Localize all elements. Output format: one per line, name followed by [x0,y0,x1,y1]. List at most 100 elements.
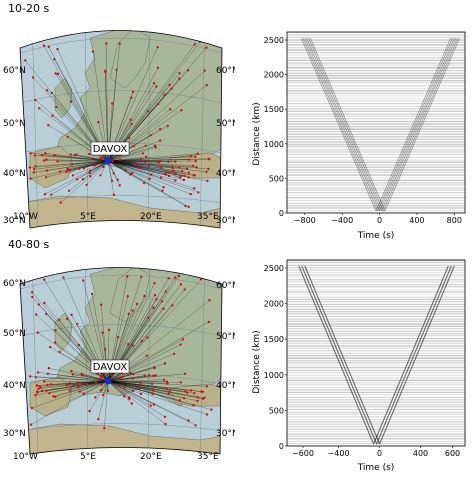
station-dot [153,82,155,84]
station-dot [143,182,145,184]
station-dot [46,169,48,171]
station-dot [152,375,154,377]
station-dot [70,314,72,316]
station-dot [174,160,176,162]
station-map-top: DAVOX 60°N 50°N 40°N 30°N 60°N 50°N 40°N… [0,18,235,230]
station-dot [54,396,56,398]
station-dot [151,383,153,385]
lat-label-right-50: 50°N [216,332,235,342]
station-dot [186,168,188,170]
station-dot [71,163,73,165]
station-dot [38,107,40,109]
station-dot [132,344,134,346]
station-dot [178,72,180,74]
station-dot [168,390,170,392]
station-dot [50,194,52,196]
station-dot [164,362,166,364]
x-tick-label: 400 [409,216,424,225]
station-dot [130,97,132,99]
station-dot [153,366,155,368]
xlabel-bottom: Time (s) [357,463,395,473]
station-dot [43,45,45,47]
station-dot [184,288,186,290]
y-tick-label: 2500 [264,36,284,45]
station-dot [196,400,198,402]
station-dot [164,416,166,418]
station-dot [33,171,35,173]
x-tick-label: −400 [328,449,350,458]
y-tick-label: 1000 [264,140,284,149]
station-dot [132,373,134,375]
station-dot [69,169,71,171]
station-dot [197,191,199,193]
station-dot [148,374,150,376]
station-dot [174,172,176,174]
station-dot [132,91,134,93]
station-dot [167,125,169,127]
station-dot [155,146,157,148]
station-dot [162,308,164,310]
station-dot [154,294,156,296]
station-dot [85,184,87,186]
x-tick-label: 600 [445,449,460,458]
station-dot [45,313,47,315]
station-dot [132,377,134,379]
station-dot [152,393,154,395]
station-dot [115,69,117,71]
station-dot [79,390,81,392]
traces-top [287,33,465,212]
station-dot [45,176,47,178]
station-dot [72,174,74,176]
lat-label-left-60: 60°N [3,279,26,289]
station-dot [156,46,158,48]
station-dot [70,100,72,102]
station-dot [119,42,121,44]
station-dot [41,390,43,392]
station-dot [152,389,154,391]
station-dot [167,171,169,173]
station-dot [67,136,69,138]
station-dot [34,154,36,156]
station-dot [58,351,60,353]
station-dot [34,99,36,101]
station-dot [51,115,53,117]
station-dot [24,59,26,61]
station-dot [146,336,148,338]
station-dot [118,377,120,379]
station-dot [181,170,183,172]
y-tick-label: 0 [279,442,284,451]
land-turkey [170,384,222,406]
station-dot [29,375,31,377]
station-dot [128,313,130,315]
station-dot [182,338,184,340]
station-map-bottom: DAVOX 60°N 50°N 40°N 30°N 60°N 50°N 40°N… [0,256,235,456]
lon-label-10w-bottom: 10°W [13,452,38,462]
station-dot [47,124,49,126]
station-dot [50,383,52,385]
station-dot [166,388,168,390]
x-tick-label: 0 [377,449,382,458]
station-dot [153,282,155,284]
station-dot [55,106,57,108]
station-dot [68,190,70,192]
station-dot [168,393,170,395]
station-dot [163,379,165,381]
station-dot [113,172,115,174]
station-dot [184,373,186,375]
y-tick-label: 0 [279,209,284,218]
station-dot [205,171,207,173]
lat-label-left-60: 60°N [3,66,26,76]
station-dot [97,121,99,123]
station-dot [76,323,78,325]
station-dot [174,179,176,181]
station-dot [147,317,149,319]
station-dot [195,166,197,168]
station-dot [30,152,32,154]
station-dot [113,194,115,196]
station-dot [193,392,195,394]
station-dot [82,178,84,180]
station-dot [78,344,80,346]
station-dot [88,410,90,412]
